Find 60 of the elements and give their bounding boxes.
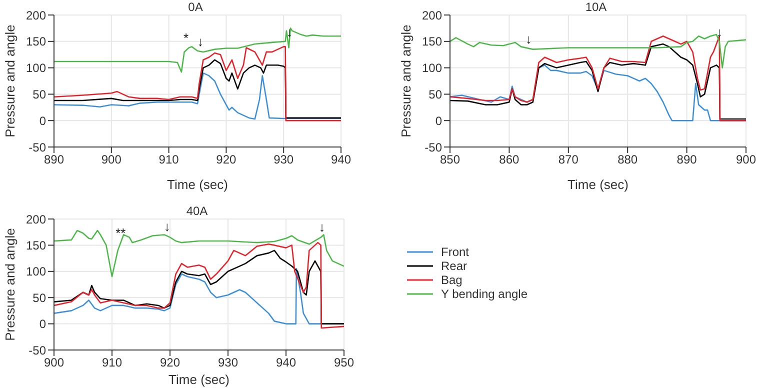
annotation: **: [116, 226, 126, 241]
annotation: ↓: [525, 31, 532, 46]
chart-title: 0A: [187, 0, 204, 14]
y-tick-label: -50: [28, 140, 46, 154]
x-tick-label: 910: [102, 356, 122, 370]
y-tick-label: 100: [26, 61, 46, 76]
annotation: ↓: [197, 34, 204, 49]
line-series: [54, 46, 341, 122]
y-tick-label: 150: [26, 238, 46, 252]
y-tick-label: 200: [26, 8, 46, 22]
x-axis-title: Time (sec): [167, 177, 228, 192]
x-tick-label: 850: [440, 152, 460, 167]
legend-label: Bag: [441, 273, 462, 287]
x-tick-label: 920: [216, 152, 237, 167]
y-axis-title: Pressure and angle: [2, 228, 18, 341]
legend-label: Y bending angle: [441, 287, 528, 301]
y-tick-label: 100: [26, 264, 46, 279]
x-axis-title: Time (sec): [568, 177, 628, 192]
x-tick-label: 900: [101, 152, 122, 167]
y-tick-label: 150: [26, 34, 46, 49]
legend-label: Rear: [441, 259, 468, 273]
x-tick-label: 930: [218, 356, 238, 370]
line-series: [54, 28, 341, 73]
x-axis-title: Time (sec): [168, 372, 230, 387]
x-tick-label: 890: [676, 152, 698, 167]
legend-label: Front: [441, 245, 470, 259]
x-tick-label: 920: [160, 356, 180, 370]
x-tick-label: 880: [618, 152, 638, 167]
x-tick-label: 900: [44, 356, 64, 370]
x-tick-label: 940: [330, 152, 352, 167]
x-tick-label: 930: [274, 152, 294, 167]
annotation: ↓: [318, 219, 326, 234]
y-tick-label: 50: [32, 290, 46, 305]
annotation: ↓: [716, 24, 723, 40]
y-tick-label: 0: [39, 317, 46, 332]
x-tick-label: 890: [44, 152, 64, 167]
y-tick-label: 0: [39, 114, 46, 128]
x-tick-label: 910: [158, 152, 180, 167]
chart-title: 10A: [584, 0, 608, 14]
x-tick-label: 900: [736, 152, 756, 167]
y-tick-label: 100: [422, 61, 442, 76]
line-series: [54, 72, 341, 120]
x-tick-label: 950: [334, 356, 354, 370]
y-tick-label: 50: [428, 87, 442, 102]
y-tick-label: 0: [435, 114, 442, 128]
y-axis-title: Pressure and angle: [398, 24, 414, 138]
chart-title: 40A: [185, 204, 209, 218]
y-tick-label: 200: [422, 8, 442, 22]
y-tick-label: -50: [424, 140, 442, 154]
annotation: *: [183, 30, 189, 46]
y-tick-label: 150: [422, 34, 442, 49]
x-tick-label: 870: [558, 152, 579, 167]
y-axis-title: Pressure and angle: [2, 24, 18, 138]
y-tick-label: 200: [26, 212, 46, 226]
y-tick-label: 50: [32, 87, 46, 102]
x-tick-label: 860: [499, 152, 520, 167]
annotation: ↓: [164, 218, 170, 234]
line-series: [54, 59, 341, 119]
x-tick-label: 940: [276, 356, 296, 370]
y-tick-label: -50: [28, 343, 46, 358]
